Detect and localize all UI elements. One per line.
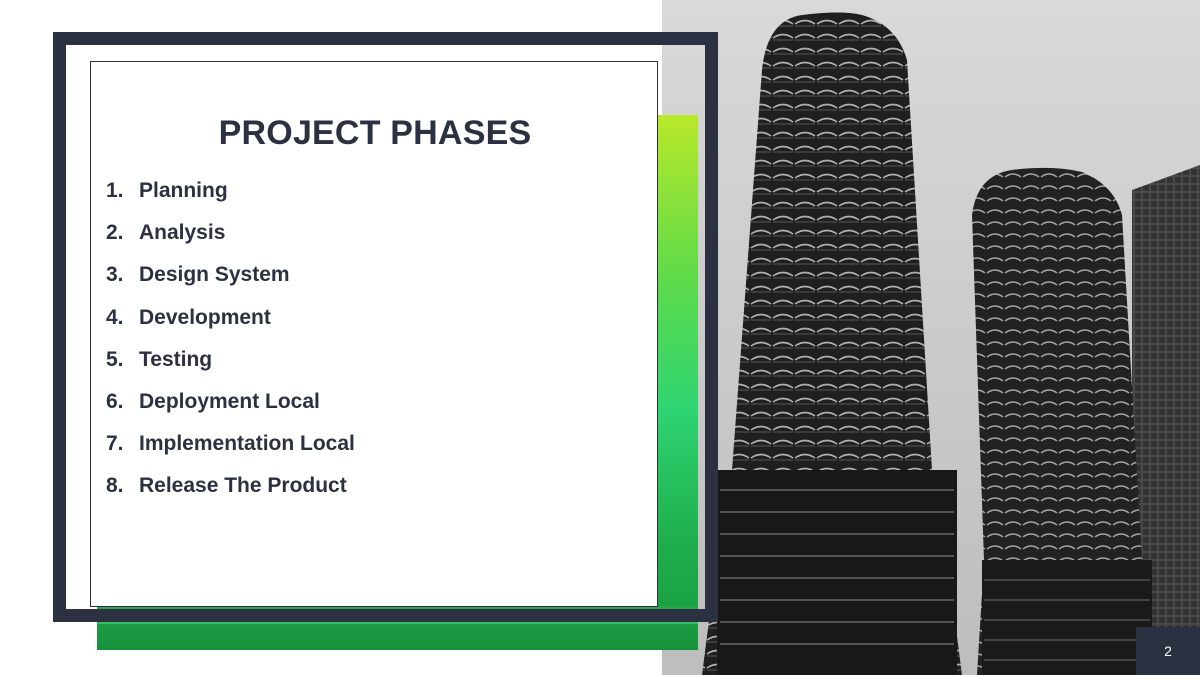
slide-title: PROJECT PHASES (218, 114, 532, 152)
phase-number: 3. (106, 263, 124, 287)
slide-number: 2 (1164, 643, 1172, 659)
phase-item: 7. Implementation Local (106, 423, 355, 465)
phase-label: Testing (139, 347, 213, 371)
content-panel: PROJECT PHASES 1. Planning 2. Analysis 3… (90, 61, 658, 607)
twin-towers-photo-icon (662, 0, 1200, 675)
phase-number: 5. (106, 347, 124, 371)
phase-label: Implementation Local (139, 432, 355, 456)
slide-number-badge: 2 (1136, 627, 1200, 675)
phase-number: 2. (106, 221, 124, 245)
phase-item: 8. Release The Product (106, 465, 355, 507)
phase-list: 1. Planning 2. Analysis 3. Design System… (106, 170, 355, 508)
phase-number: 1. (106, 179, 124, 203)
phase-label: Analysis (139, 221, 226, 245)
phase-number: 6. (106, 390, 124, 414)
phase-item: 2. Analysis (106, 212, 355, 254)
building-photo (662, 0, 1200, 675)
phase-item: 1. Planning (106, 170, 355, 212)
phase-number: 8. (106, 474, 124, 498)
phase-item: 6. Deployment Local (106, 381, 355, 423)
phase-label: Design System (139, 263, 290, 287)
phase-item: 5. Testing (106, 339, 355, 381)
dark-frame (53, 32, 718, 622)
phase-item: 4. Development (106, 297, 355, 339)
green-accent-stripe (97, 621, 698, 624)
phase-number: 7. (106, 432, 124, 456)
phase-number: 4. (106, 305, 124, 329)
phase-label: Deployment Local (139, 390, 320, 414)
phase-label: Development (139, 305, 271, 329)
phase-label: Release The Product (139, 474, 347, 498)
phase-item: 3. Design System (106, 254, 355, 296)
green-accent-vertical (658, 115, 698, 650)
phase-label: Planning (139, 179, 228, 203)
